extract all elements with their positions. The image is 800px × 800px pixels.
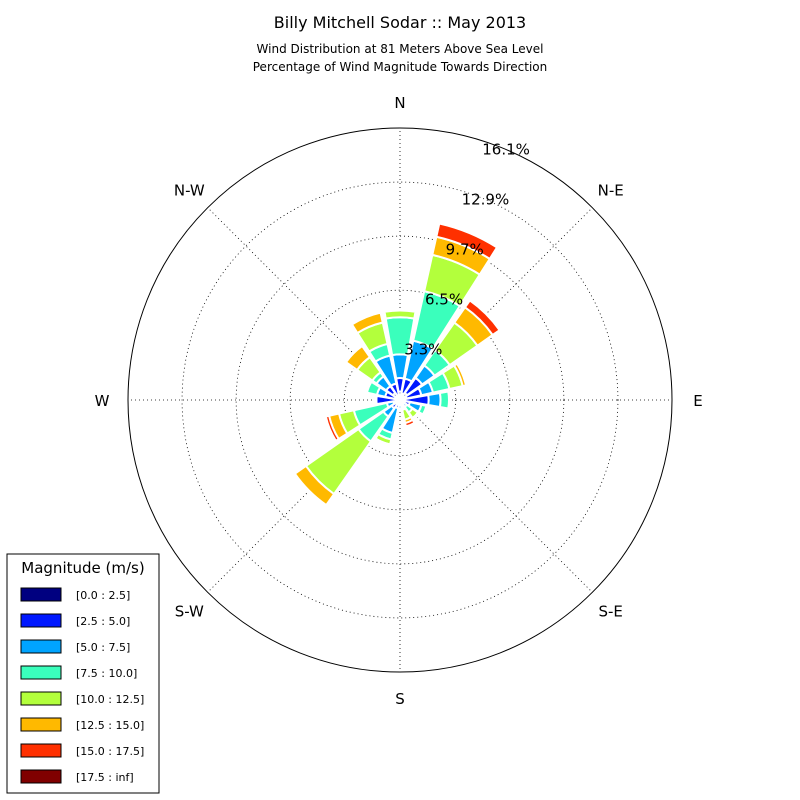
grid-spoke-5 (207, 399, 401, 593)
legend-label-3: [7.5 : 10.0] (76, 667, 137, 680)
sector-0-bin-4 (383, 309, 417, 320)
chart-title: Billy Mitchell Sodar :: May 2013 (274, 13, 526, 32)
legend: Magnitude (m/s) [0.0 : 2.5] [2.5 : 5.0] [5… (6, 553, 160, 794)
direction-label-s-w: S-W (175, 603, 204, 621)
sector-4-bin-2 (427, 391, 442, 409)
radial-tick-labels: 3.3% 6.5% 9.7% 12.9% 16.1% (404, 141, 530, 359)
wind-sectors (293, 222, 501, 507)
legend-swatch-3 (20, 665, 62, 680)
sector-15-bin-5 (350, 311, 384, 335)
grid-circle-2 (235, 235, 565, 565)
grid-circle-0 (343, 343, 457, 457)
grid-spoke-1 (399, 207, 593, 401)
sector-11-bin-6 (324, 414, 341, 443)
legend-label-6: [15.0 : 17.5] (76, 745, 144, 758)
legend-label-4: [10.0 : 12.5] (76, 693, 144, 706)
direction-label-e: E (693, 392, 702, 410)
chart-subtitle-line-2: Percentage of Wind Magnitude Towards Dir… (253, 60, 547, 74)
radial-tick-label-3: 12.9% (462, 191, 510, 209)
direction-label-n-w: N-W (174, 181, 205, 199)
direction-label-w: W (95, 392, 110, 410)
legend-swatch-6 (20, 743, 62, 758)
sector-2-bin-6 (463, 299, 501, 337)
grid-spoke-3 (399, 399, 593, 593)
radial-tick-label-4: 16.1% (482, 141, 530, 159)
legend-swatch-4 (20, 691, 62, 706)
sector-14-bin-5 (344, 344, 372, 372)
chart-subtitle-line-1: Wind Distribution at 81 Meters Above Sea… (257, 42, 544, 56)
legend-swatch-0 (20, 587, 62, 602)
legend-swatch-1 (20, 613, 62, 628)
legend-label-2: [5.0 : 7.5] (76, 641, 130, 654)
polar-grid (127, 127, 673, 673)
direction-labels: N N-E E S-E S S-W W N-W (95, 94, 703, 708)
legend-label-1: [2.5 : 5.0] (76, 615, 130, 628)
grid-circle-3 (181, 181, 619, 619)
grid-circle-1 (289, 289, 511, 511)
legend-label-5: [12.5 : 15.0] (76, 719, 144, 732)
radial-tick-label-0: 3.3% (404, 340, 442, 358)
sector-7-bin-6 (403, 418, 416, 428)
sector-13-bin-3 (365, 380, 382, 397)
direction-label-n-e: N-E (598, 181, 624, 199)
sector-1-bin-6 (435, 222, 499, 261)
grid-spoke-7 (207, 207, 401, 401)
legend-swatch-2 (20, 639, 62, 654)
legend-label-0: [0.0 : 2.5] (76, 589, 130, 602)
radial-tick-label-1: 6.5% (425, 291, 463, 309)
sector-4-bin-3 (438, 390, 450, 410)
sector-3-bin-5 (452, 362, 468, 388)
legend-swatch-7 (20, 769, 62, 784)
radial-tick-label-2: 9.7% (446, 241, 484, 259)
sector-9-bin-5 (373, 437, 392, 448)
legend-label-7: [17.5 : inf] (76, 771, 134, 784)
sector-12-bin-2 (373, 394, 378, 406)
sector-10-bin-5 (293, 464, 336, 507)
outer-circle (127, 127, 673, 673)
legend-title: Magnitude (m/s) (21, 559, 144, 577)
direction-label-s: S (395, 690, 405, 708)
direction-label-n: N (394, 94, 405, 112)
legend-swatch-5 (20, 717, 62, 732)
direction-label-s-e: S-E (599, 603, 623, 621)
